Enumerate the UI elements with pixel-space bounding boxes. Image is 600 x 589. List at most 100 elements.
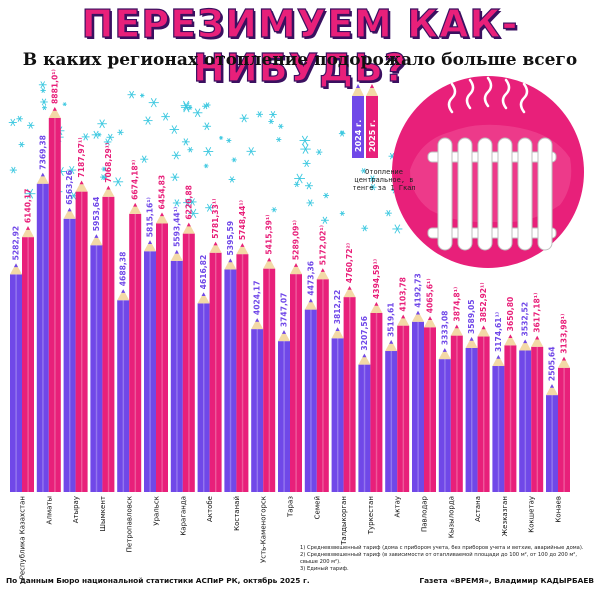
pencil-2024-18-tip <box>492 355 505 367</box>
pencil-2025-8-body <box>236 254 249 492</box>
pencil-2025-5-lead <box>159 212 165 217</box>
pencil-2025-11-body <box>316 279 329 492</box>
pencil-2025-18-lead <box>508 334 513 339</box>
footnote-2: 2) Средневзвешенный тариф (в зависимости… <box>300 552 578 565</box>
legend-label: Отопление центральное, в тенге за 1 Гкал <box>352 168 416 192</box>
pencil-2025-8-shine <box>241 254 244 492</box>
pencil-2024-20-body <box>546 395 558 492</box>
pencil-2024-4-shine <box>122 300 125 492</box>
snowflake-icon <box>203 163 209 169</box>
pencil-2024-18: 3174,61¹⁾ <box>492 312 505 492</box>
pencil-2024-16: 3333,08 <box>438 311 451 492</box>
pencil-2025-6-shine <box>188 233 190 492</box>
pencil-2024-7-shine <box>203 303 205 492</box>
pencil-2024-13-lead <box>362 353 367 358</box>
pencil-2025-0-value-label: 6140,17 <box>24 189 33 224</box>
source-note: По данным Бюро национальной статистики А… <box>6 576 310 585</box>
category-label-5: Уральск <box>153 496 161 526</box>
pencil-2025-20: 3133,98¹⁾ <box>558 314 570 492</box>
footnotes: 1) Средневзвешенный тариф (дома с прибор… <box>300 545 596 573</box>
pencil-2025-18-value-label: 3650,80 <box>506 297 515 332</box>
pencil-2025-20-tip <box>558 356 570 368</box>
pencil-2024-11: 4473,36 <box>304 261 317 492</box>
pencil-2025-7-lead <box>213 241 218 246</box>
pencil-2025-19-value-label: 3617,18¹⁾ <box>533 293 542 333</box>
snowflake-icon <box>40 98 48 106</box>
pencil-2024-17-shine <box>471 348 473 492</box>
pencil-2024-9: 4024,17 <box>251 281 264 492</box>
snowflake-icon <box>226 138 232 143</box>
category-label-19: Кокшетау <box>528 496 536 533</box>
pencil-2024-9-body <box>251 329 264 492</box>
pencil-2024-20-value-label: 2505,64 <box>548 347 557 382</box>
pencil-2025-14-tip <box>397 314 410 326</box>
pencil-2025-5-body <box>156 223 168 492</box>
pencil-2025-3-body <box>102 196 115 492</box>
pencil-2024-10-body <box>278 341 290 492</box>
category-label-16: Кызылорда <box>447 496 455 538</box>
pencil-2024-1: 7369,38 <box>36 135 49 492</box>
pencil-2025-10-body <box>290 274 302 492</box>
pencil-2024-14-lead <box>389 340 394 344</box>
category-label-0: Республика Казахстан <box>19 496 27 579</box>
snowflake-icon <box>62 102 67 107</box>
pencil-2024-11-shine <box>310 309 312 492</box>
legend-pencil-2025: 2025 г. <box>366 84 378 158</box>
pencil-2024-8-lead <box>228 258 233 263</box>
pencil-2025-4-lead <box>133 202 138 207</box>
pencil-2025-7-value-label: 5781,33¹⁾ <box>211 199 220 239</box>
legend-text-2025: 2025 г. <box>368 120 377 152</box>
pencil-2025-18-shine <box>509 345 512 492</box>
pencil-2024-20-shine <box>551 395 553 492</box>
pencil-2025-12-shine <box>349 297 351 492</box>
pencil-2024-10: 3747,07 <box>278 293 290 492</box>
snowflake-icon <box>202 122 212 131</box>
pencil-2024-6-tip <box>170 249 183 261</box>
pencil-2025-3-shine <box>107 196 110 492</box>
snowflake-icon <box>172 199 181 207</box>
category-label-11: Семей <box>313 496 321 519</box>
pencil-2025-19-body <box>531 346 544 492</box>
pencil-2025-7: 5781,33¹⁾ <box>209 199 222 492</box>
pencil-2024-19-lead <box>523 339 528 344</box>
page-subtitle: В каких регионах отопление подорожало бо… <box>22 50 578 70</box>
pencil-2024-19-tip <box>519 339 532 351</box>
snowflake-icon <box>40 87 46 94</box>
pencil-2025-20-body <box>558 367 570 492</box>
pencil-2024-9-shine <box>256 329 259 492</box>
pencil-2025-12: 4760,72²⁾ <box>343 243 356 492</box>
pencil-2024-13-tip <box>358 353 371 365</box>
snowflake-icon <box>140 155 149 163</box>
pencil-2024-2-value-label: 6563,26 <box>65 170 74 205</box>
pencil-2025-0-shine <box>27 237 29 492</box>
pencil-2025-19: 3617,18¹⁾ <box>531 293 544 492</box>
category-label-9: Усть-Каменогорск <box>260 496 268 563</box>
pencil-2024-15-value-label: 4192,73 <box>414 273 423 308</box>
pencil-2025-10-shine <box>295 274 297 492</box>
pencil-2024-1-tip <box>36 172 49 184</box>
legend-pencil-2024: 2024 г. <box>352 84 364 158</box>
pencil-2025-11-value-label: 5172,02¹⁾ <box>318 225 327 265</box>
pencil-2025-10-lead <box>293 263 299 267</box>
pencil-2024-1-value-label: 7369,38 <box>38 135 47 170</box>
pencil-2025-13-value-label: 4394,59¹⁾ <box>372 259 381 299</box>
snowflake-icon <box>171 151 181 160</box>
pencil-2024-0-lead <box>13 263 19 268</box>
pencil-2024-13-body <box>358 364 371 492</box>
snowflake-icon <box>140 93 145 98</box>
pencil-2024-5-body <box>144 251 156 492</box>
snowflake-icon <box>228 176 236 183</box>
pencil-2024-11-body <box>304 309 317 492</box>
snowflake-icon <box>268 118 274 125</box>
pencil-2025-19-lead <box>535 335 540 340</box>
snowflake-icon <box>106 133 115 141</box>
pencil-2024-19-shine <box>524 350 527 492</box>
pencil-2024-1-body <box>36 183 49 492</box>
pencil-2025-6-tip <box>182 222 195 234</box>
pencil-2025-0: 6140,17 <box>22 189 34 492</box>
pencil-2025-18-tip <box>504 334 517 346</box>
pencil-2024-19-value-label: 3532,52 <box>521 302 530 337</box>
pencil-2025-1-tip <box>48 107 61 118</box>
pencil-2024-2-lead <box>67 207 72 212</box>
